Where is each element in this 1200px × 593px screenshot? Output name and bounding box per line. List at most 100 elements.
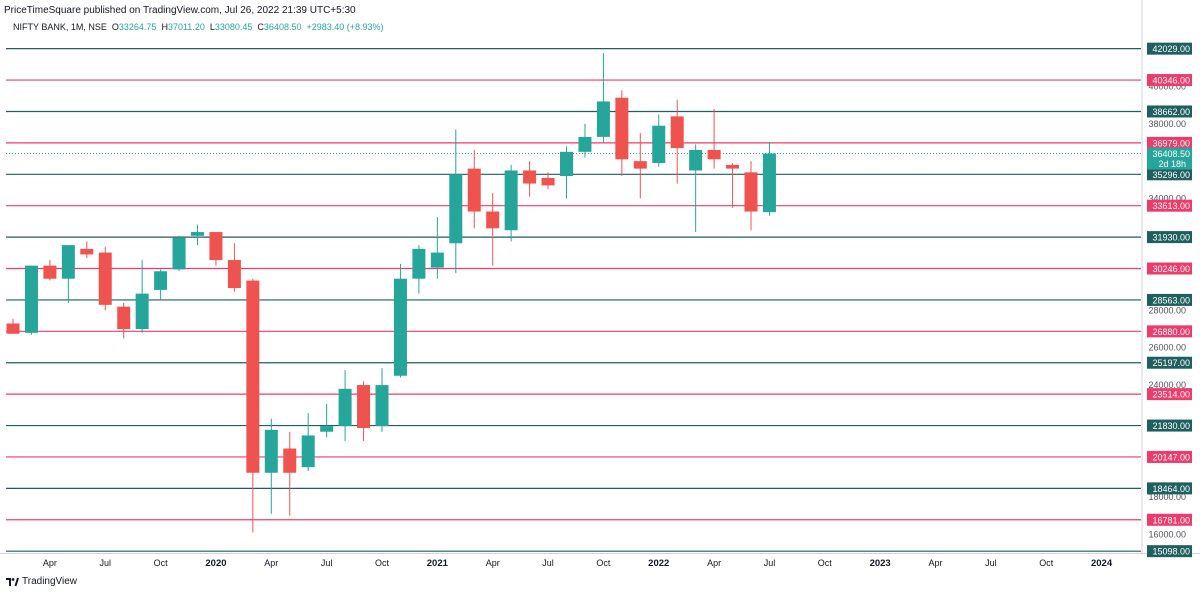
candle-down bbox=[357, 381, 371, 442]
time-tick-label: Oct bbox=[1039, 558, 1054, 568]
candle-up bbox=[135, 260, 149, 333]
candle-body bbox=[541, 177, 555, 186]
level-tag-bg bbox=[1147, 105, 1192, 118]
candle-down bbox=[6, 318, 20, 334]
candle-body bbox=[191, 232, 204, 236]
time-tick-label: Apr bbox=[43, 558, 57, 568]
level-tag-label: 23514.00 bbox=[1152, 390, 1190, 400]
level-tag-label: 40346.00 bbox=[1152, 76, 1190, 86]
high-label: H bbox=[161, 22, 168, 32]
candle-body bbox=[98, 252, 112, 305]
time-tick-label: 2021 bbox=[427, 558, 449, 569]
candle-down bbox=[467, 149, 481, 229]
candle-up bbox=[689, 144, 703, 233]
level-tag-bg bbox=[1147, 356, 1192, 369]
chart-header: PriceTimeSquare published on TradingView… bbox=[0, 0, 1200, 38]
price-tick-label: 26000.00 bbox=[1148, 343, 1186, 353]
time-tick-label: Apr bbox=[707, 558, 721, 568]
candle-down bbox=[633, 133, 647, 199]
ohlc-legend: NIFTY BANK, 1M, NSE O33264.75 H37011.20 … bbox=[13, 22, 384, 32]
candle-up bbox=[61, 245, 75, 303]
close-value: 36408.50 bbox=[263, 22, 302, 32]
last-price-tag-bg bbox=[1147, 147, 1192, 170]
level-tag-bg bbox=[1147, 74, 1192, 87]
candle-body bbox=[357, 385, 371, 428]
candle-up bbox=[338, 370, 352, 442]
level-tag-bg bbox=[1147, 231, 1192, 244]
candle-down bbox=[707, 108, 721, 169]
level-tag-label: 38662.00 bbox=[1152, 107, 1190, 117]
level-tag-label: 21830.00 bbox=[1152, 421, 1190, 431]
candle-body bbox=[652, 125, 666, 164]
price-tick-label: 18000.00 bbox=[1148, 492, 1186, 502]
candle-body bbox=[375, 385, 389, 427]
candle-body bbox=[80, 248, 94, 255]
candle-down bbox=[227, 243, 241, 292]
time-tick-label: Jul bbox=[985, 558, 997, 568]
level-tag: 35296.00 bbox=[1147, 168, 1192, 181]
level-tag: 40346.00 bbox=[1147, 74, 1192, 87]
candle-down bbox=[209, 232, 223, 266]
level-tag-label: 25197.00 bbox=[1152, 358, 1190, 368]
candle-body bbox=[61, 245, 75, 279]
candle-body bbox=[283, 448, 297, 473]
candle-body bbox=[338, 388, 352, 427]
price-tick-label: 34000.00 bbox=[1148, 193, 1186, 203]
candle-down bbox=[541, 172, 555, 190]
candle-body bbox=[762, 153, 776, 213]
candle-body bbox=[43, 265, 57, 279]
symbol-label[interactable]: NIFTY BANK, 1M, NSE bbox=[13, 22, 107, 32]
publisher-line: PriceTimeSquare published on TradingView… bbox=[4, 5, 356, 16]
time-tick-label: Oct bbox=[818, 558, 833, 568]
candle-up bbox=[560, 146, 573, 199]
candle-body bbox=[504, 170, 518, 231]
price-tick-label: 28000.00 bbox=[1148, 305, 1186, 315]
candle-body bbox=[264, 429, 278, 473]
candle-up bbox=[430, 217, 444, 279]
candle-body bbox=[596, 101, 610, 137]
level-tag: 23514.00 bbox=[1147, 388, 1192, 401]
footer-brand[interactable]: TradingView bbox=[22, 576, 78, 587]
candle-down bbox=[486, 192, 500, 266]
level-tag-label: 18464.00 bbox=[1152, 484, 1190, 494]
candle-body bbox=[689, 149, 703, 171]
level-tag: 16781.00 bbox=[1147, 513, 1192, 526]
candle-body bbox=[301, 435, 315, 468]
candle-down bbox=[246, 278, 260, 533]
time-tick-label: Jul bbox=[764, 558, 776, 568]
level-tag-bg bbox=[1147, 199, 1192, 212]
candle-down bbox=[744, 161, 758, 231]
time-tick-label: Apr bbox=[486, 558, 500, 568]
level-tag-bg bbox=[1147, 388, 1192, 401]
candle-down bbox=[670, 99, 684, 184]
candle-down bbox=[80, 241, 94, 259]
level-tag: 15098.00 bbox=[1147, 545, 1192, 558]
candle-up bbox=[154, 269, 168, 300]
time-tick-label: Jul bbox=[321, 558, 333, 568]
price-tick-label: 40000.00 bbox=[1148, 82, 1186, 92]
tradingview-logo-icon bbox=[6, 577, 19, 586]
level-tag: 18464.00 bbox=[1147, 482, 1192, 495]
level-tag: 28563.00 bbox=[1147, 293, 1192, 306]
candle-body bbox=[154, 271, 168, 290]
time-tick-label: 2024 bbox=[1091, 558, 1113, 569]
open-label: O bbox=[111, 22, 119, 32]
candle-body bbox=[467, 168, 481, 212]
candle-up bbox=[191, 224, 204, 246]
level-tag-label: 15098.00 bbox=[1152, 547, 1190, 557]
candle-up bbox=[449, 129, 463, 274]
level-tag: 25197.00 bbox=[1147, 356, 1192, 369]
level-tag-bg bbox=[1147, 42, 1192, 55]
level-tag: 21830.00 bbox=[1147, 419, 1192, 432]
candle-body bbox=[117, 306, 131, 330]
candle-up bbox=[264, 418, 278, 514]
candle-up bbox=[652, 114, 666, 167]
level-tag-bg bbox=[1147, 262, 1192, 275]
candle-body bbox=[24, 265, 38, 333]
level-tag-label: 36979.00 bbox=[1152, 138, 1190, 148]
time-tick-label: Oct bbox=[154, 558, 169, 568]
countdown-label: 2d 18h bbox=[1158, 159, 1186, 169]
level-tag: 31930.00 bbox=[1147, 231, 1192, 244]
